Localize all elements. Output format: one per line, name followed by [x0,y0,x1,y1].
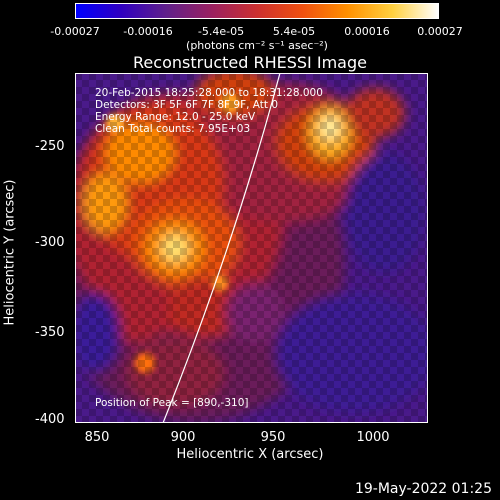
plot-date: 19-May-2022 01:25 [354,481,492,497]
colorbar-tick: 0.00016 [344,25,390,38]
annotation-time: 20-Feb-2015 18:25:28.000 to 18:31:28.000 [95,87,323,99]
y-tick-label: -400 [35,412,65,427]
x-tick-label: 1000 [356,430,390,445]
colorbar [75,3,439,19]
y-tick-label: -250 [35,139,65,154]
y-tick-label: -350 [35,325,65,340]
y-axis-label: Heliocentric Y (arcsec) [2,179,18,326]
image-svg [75,73,428,423]
colorbar-tick: -0.00027 [50,25,100,38]
annotation-detectors: Detectors: 3F 5F 6F 7F 8F 9F, Att 0 [95,99,279,111]
colorbar-units: (photons cm⁻² s⁻¹ asec⁻²) [186,39,328,52]
annotation-energy: Energy Range: 12.0 - 25.0 keV [95,111,256,123]
annotation-clean: Clean Total counts: 7.95E+03 [95,123,251,135]
pixel-texture [75,73,428,423]
colorbar-tick: -0.00016 [123,25,173,38]
solar-limb [162,73,281,423]
x-tick-label: 900 [170,430,196,445]
colorbar-tick: 5.4e-05 [272,25,316,38]
colorbar-tick: -5.4e-05 [197,25,245,38]
x-axis-label: Heliocentric X (arcsec) [176,447,324,462]
x-tick-label: 850 [84,430,110,445]
y-tick-label: -300 [35,235,65,250]
plot-frame [75,73,428,423]
colorbar-tick: 0.00027 [417,25,463,38]
rhessi-image [75,73,428,423]
plot-title: Reconstructed RHESSI Image [133,53,367,72]
x-tick-label: 950 [260,430,286,445]
annotation-peak: Position of Peak = [890,-310] [95,397,249,409]
